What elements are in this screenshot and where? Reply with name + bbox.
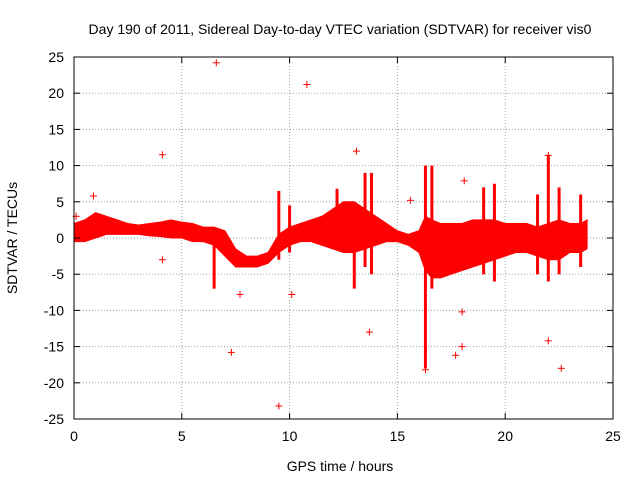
data-point [544,151,552,159]
y-axis: -25 -20 -15 -10 -5 0 5 10 15 20 25 [44,49,613,427]
y-tick-label: 25 [48,49,64,65]
data-point [557,364,565,372]
x-tick-label: 0 [70,428,78,444]
y-tick-label: 10 [48,158,64,174]
data-point [460,177,468,185]
x-axis: 0 5 10 15 20 25 [70,57,621,444]
data-point [158,151,166,159]
y-axis-label: SDTVAR / TECUs [4,182,20,294]
data-point [365,328,373,336]
y-tick-label: 0 [56,230,64,246]
x-tick-label: 10 [282,428,298,444]
data-point [406,196,414,204]
data-point [288,290,296,298]
chart-title: Day 190 of 2011, Sidereal Day-to-day VTE… [89,21,592,37]
x-tick-label: 15 [390,428,406,444]
data-band [73,201,588,279]
y-tick-label: 15 [48,121,64,137]
y-tick-label: -5 [52,266,65,282]
y-tick-label: -10 [44,302,64,318]
x-tick-label: 5 [178,428,186,444]
y-tick-label: 5 [56,194,64,210]
y-tick-label: -20 [44,375,64,391]
data-point [421,366,429,374]
y-tick-label: -25 [44,411,64,427]
data-point [158,256,166,264]
data-point [227,348,235,356]
y-tick-label: 20 [48,85,64,101]
data-point [458,343,466,351]
data-point [303,81,311,89]
x-axis-label: GPS time / hours [287,458,394,474]
data-point [544,337,552,345]
plot-data [72,59,588,410]
x-tick-label: 20 [497,428,513,444]
data-point [212,59,220,67]
y-tick-label: -15 [44,339,64,355]
data-point [89,192,97,200]
data-point [458,308,466,316]
data-point [452,351,460,359]
data-point [236,290,244,298]
data-point [352,147,360,155]
x-tick-label: 25 [605,428,621,444]
data-point [275,402,283,410]
